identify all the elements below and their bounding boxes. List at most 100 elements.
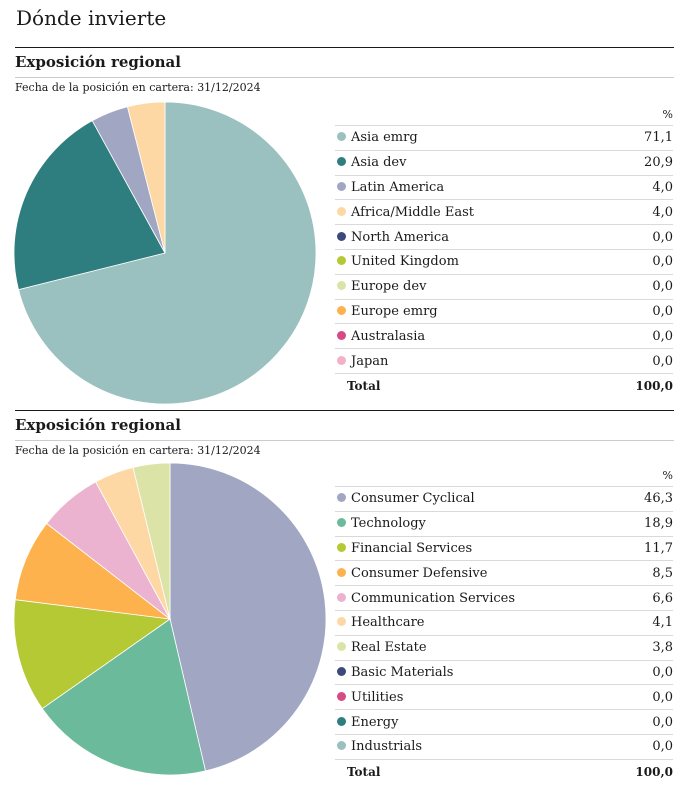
total-row: Total 100,0 <box>335 373 673 397</box>
legend-label: Asia dev <box>351 155 407 171</box>
pie-slice-consumer-cyclical <box>169 463 326 772</box>
pie-slice-real-estate <box>132 463 171 620</box>
legend-label: Technology <box>351 516 426 532</box>
position-date: Fecha de la posición en cartera: 31/12/2… <box>15 81 261 94</box>
legend-row-asia-emrg: Asia emrg 71,1 <box>335 125 673 151</box>
section-title: Exposición regional <box>15 53 181 71</box>
legend-label: Basic Materials <box>351 664 454 680</box>
page-title: Dónde invierte <box>16 6 167 30</box>
legend-swatch <box>337 567 346 577</box>
legend-label: Industrials <box>351 739 423 755</box>
legend-row-communication-services: Communication Services 6,6 <box>335 585 673 611</box>
legend-label: Real Estate <box>351 640 427 656</box>
legend-label: Africa/Middle East <box>351 204 474 220</box>
legend-swatch <box>337 542 346 552</box>
legend-label: Healthcare <box>351 615 425 631</box>
legend-label: Consumer Defensive <box>351 565 488 581</box>
legend-label: Energy <box>351 714 399 730</box>
legend-value: 0,0 <box>614 709 673 735</box>
legend-row-utilities: Utilities 0,0 <box>335 684 673 711</box>
legend-label: Japan <box>351 353 389 369</box>
legend-value: 3,8 <box>614 635 673 661</box>
legend-value: 8,5 <box>614 560 673 587</box>
total-row: Total 100,0 <box>335 759 673 783</box>
legend-label: United Kingdom <box>351 254 459 270</box>
legend-label: Australasia <box>351 328 426 344</box>
legend-swatch <box>337 493 346 503</box>
legend-value: 11,7 <box>614 536 673 562</box>
percent-header: % <box>614 464 673 487</box>
legend-swatch <box>337 716 346 726</box>
legend-value: 0,0 <box>601 249 673 275</box>
legend-swatch <box>337 157 346 167</box>
pie-slice-technology <box>41 618 206 775</box>
legend-row-north-america: North America 0,0 <box>335 224 673 250</box>
section-regional-2: Exposición regional Fecha de la posición… <box>15 410 674 457</box>
legend-swatch <box>337 617 346 627</box>
legend-value: 0,0 <box>601 323 673 350</box>
legend-label: Communication Services <box>351 590 516 606</box>
total-label: Total <box>347 378 381 393</box>
section-title: Exposición regional <box>15 416 181 434</box>
legend-swatch <box>337 741 346 751</box>
legend-label: Latin America <box>351 179 445 195</box>
legend-table-regional: % Asia emrg 71,1 Asia dev 20,9 Latin America… <box>335 103 673 398</box>
legend-swatch <box>337 592 346 602</box>
legend-row-real-estate: Real Estate 3,8 <box>335 635 673 661</box>
legend-value: 20,9 <box>601 150 673 176</box>
legend-table-sector: % Consumer Cyclical 46,3 Technology 18,9 Fin… <box>335 464 673 784</box>
pie-slice-asia-emrg <box>18 102 316 404</box>
legend-row-industrials: Industrials 0,0 <box>335 734 673 760</box>
legend-row-technology: Technology 18,9 <box>335 511 673 537</box>
legend-value: 4,1 <box>614 610 673 636</box>
legend-value: 0,0 <box>601 348 673 374</box>
legend-swatch <box>337 666 346 676</box>
pie-slice-asia-dev <box>14 120 166 291</box>
legend-label: Asia emrg <box>351 130 418 146</box>
pie-slice-consumer-defensive <box>14 522 172 620</box>
legend-row-united-kingdom: United Kingdom 0,0 <box>335 249 673 275</box>
pie-chart-sector <box>14 463 326 775</box>
legend-swatch <box>337 181 346 191</box>
legend-label: Europe emrg <box>351 303 438 319</box>
percent-header: % <box>601 103 673 126</box>
legend-swatch <box>337 518 346 528</box>
total-value: 100,0 <box>635 378 673 393</box>
total-label: Total <box>347 764 381 779</box>
legend-row-consumer-cyclical: Consumer Cyclical 46,3 <box>335 486 673 512</box>
legend-swatch <box>337 305 346 315</box>
legend-value: 0,0 <box>601 299 673 325</box>
legend-row-financial-services: Financial Services 11,7 <box>335 536 673 562</box>
legend-swatch <box>337 330 346 340</box>
table-header-row: % <box>335 464 673 487</box>
legend-label: Europe dev <box>351 279 427 295</box>
legend-swatch <box>337 691 346 701</box>
legend-value: 4,0 <box>601 199 673 226</box>
pie-chart-regional <box>14 102 316 404</box>
legend-swatch <box>337 281 346 291</box>
pie-slice-financial-services <box>14 599 172 710</box>
legend-value: 0,0 <box>614 684 673 711</box>
legend-value: 46,3 <box>614 486 673 512</box>
legend-value: 0,0 <box>614 734 673 760</box>
legend-label: Financial Services <box>351 540 473 556</box>
legend-label: Consumer Cyclical <box>351 491 475 507</box>
pie-slice-africa-middle-east <box>126 102 166 254</box>
legend-row-australasia: Australasia 0,0 <box>335 323 673 350</box>
position-date: Fecha de la posición en cartera: 31/12/2… <box>15 444 261 457</box>
legend-row-energy: Energy 0,0 <box>335 709 673 735</box>
legend-row-healthcare: Healthcare 4,1 <box>335 610 673 636</box>
legend-value: 18,9 <box>614 511 673 537</box>
legend-swatch <box>337 355 346 365</box>
legend-row-europe-dev: Europe dev 0,0 <box>335 274 673 300</box>
legend-swatch <box>337 206 346 216</box>
legend-row-asia-dev: Asia dev 20,9 <box>335 150 673 176</box>
legend-row-consumer-defensive: Consumer Defensive 8,5 <box>335 560 673 587</box>
legend-row-japan: Japan 0,0 <box>335 348 673 374</box>
legend-value: 71,1 <box>601 125 673 151</box>
legend-value: 6,6 <box>614 585 673 611</box>
legend-swatch <box>337 642 346 652</box>
legend-swatch <box>337 231 346 241</box>
section-regional-1: Exposición regional Fecha de la posición… <box>15 47 674 94</box>
legend-value: 0,0 <box>601 274 673 300</box>
